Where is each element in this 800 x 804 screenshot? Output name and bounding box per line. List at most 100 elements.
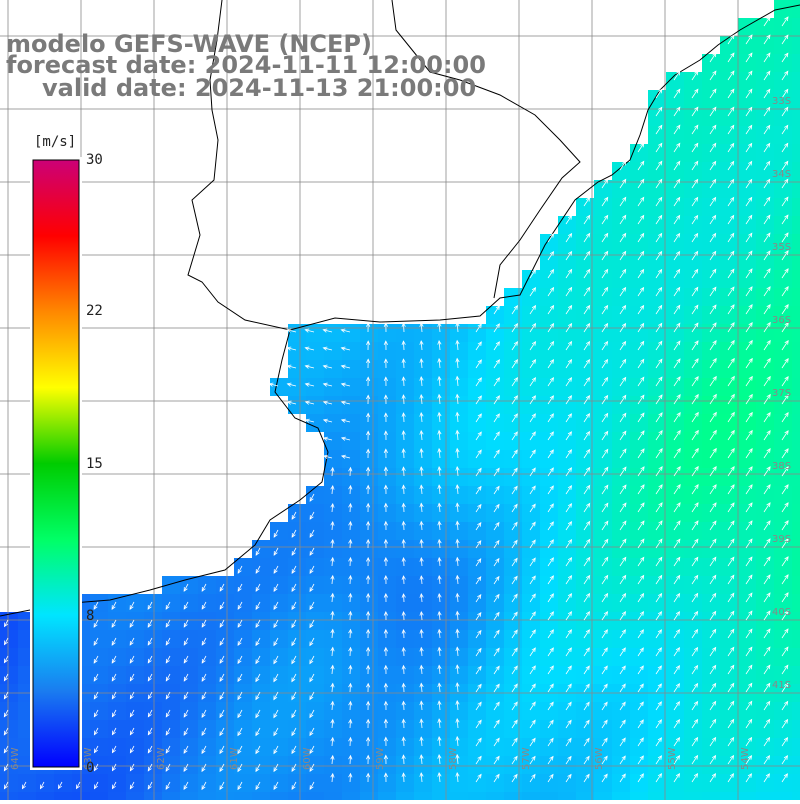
- wind-cell: [702, 90, 720, 108]
- wind-cell: [720, 216, 738, 234]
- wind-cell: [450, 468, 468, 486]
- wind-cell: [720, 270, 738, 288]
- wind-cell: [774, 270, 792, 288]
- wind-cell: [324, 504, 342, 522]
- wind-cell: [486, 702, 504, 720]
- wind-cell: [792, 540, 800, 558]
- wind-cell: [756, 270, 774, 288]
- wind-cell: [738, 324, 756, 342]
- wind-cell: [180, 756, 198, 774]
- wind-cell: [324, 486, 342, 504]
- wind-cell: [486, 396, 504, 414]
- wind-cell: [216, 648, 234, 666]
- wind-cell: [630, 396, 648, 414]
- wind-cell: [720, 396, 738, 414]
- wind-cell: [612, 396, 630, 414]
- wind-cell: [720, 306, 738, 324]
- wind-cell: [324, 360, 342, 378]
- wind-cell: [666, 90, 684, 108]
- wind-cell: [648, 594, 666, 612]
- wind-cell: [612, 180, 630, 198]
- wind-cell: [216, 630, 234, 648]
- wind-cell: [486, 378, 504, 396]
- wind-cell: [630, 306, 648, 324]
- wind-cell: [54, 792, 72, 800]
- wind-cell: [558, 648, 576, 666]
- wind-cell: [378, 360, 396, 378]
- wind-cell: [558, 450, 576, 468]
- wind-cell: [234, 720, 252, 738]
- wind-cell: [180, 774, 198, 792]
- wind-cell: [342, 414, 360, 432]
- wind-cell: [792, 504, 800, 522]
- wind-cell: [702, 702, 720, 720]
- longitude-label: 61W: [229, 747, 240, 770]
- wind-cell: [432, 432, 450, 450]
- wind-cell: [702, 306, 720, 324]
- wind-cell: [702, 486, 720, 504]
- wind-cell: [666, 558, 684, 576]
- wind-cell: [684, 630, 702, 648]
- wind-cell: [756, 342, 774, 360]
- wind-cell: [306, 792, 324, 800]
- wind-cell: [252, 630, 270, 648]
- wind-cell: [432, 360, 450, 378]
- wind-cell: [594, 558, 612, 576]
- wind-cell: [612, 306, 630, 324]
- wind-cell: [306, 540, 324, 558]
- wind-cell: [558, 468, 576, 486]
- wind-cell: [774, 558, 792, 576]
- wind-cell: [522, 486, 540, 504]
- wind-cell: [108, 630, 126, 648]
- wind-cell: [594, 630, 612, 648]
- wind-cell: [720, 180, 738, 198]
- wind-cell: [594, 234, 612, 252]
- wind-cell: [342, 432, 360, 450]
- wind-cell: [468, 594, 486, 612]
- wind-cell: [144, 648, 162, 666]
- wind-cell: [360, 414, 378, 432]
- wind-cell: [630, 414, 648, 432]
- wind-cell: [378, 792, 396, 800]
- colorbar-tick-0: 0: [86, 760, 94, 776]
- wind-cell: [432, 378, 450, 396]
- wind-cell: [720, 72, 738, 90]
- wind-cell: [648, 378, 666, 396]
- wind-cell: [594, 450, 612, 468]
- wind-cell: [288, 792, 306, 800]
- wind-cell: [486, 756, 504, 774]
- wind-cell: [468, 792, 486, 800]
- wind-cell: [486, 432, 504, 450]
- wind-cell: [756, 702, 774, 720]
- wind-cell: [540, 270, 558, 288]
- wind-cell: [666, 630, 684, 648]
- wind-cell: [144, 594, 162, 612]
- wind-cell: [342, 702, 360, 720]
- wind-cell: [252, 540, 270, 558]
- wind-cell: [468, 414, 486, 432]
- wind-cell: [738, 612, 756, 630]
- wind-cell: [324, 756, 342, 774]
- wind-cell: [594, 504, 612, 522]
- wind-cell: [756, 126, 774, 144]
- wind-cell: [612, 756, 630, 774]
- wind-cell: [792, 0, 800, 18]
- wind-cell: [342, 468, 360, 486]
- wind-cell: [288, 522, 306, 540]
- wind-cell: [486, 324, 504, 342]
- wind-cell: [108, 792, 126, 800]
- wind-cell: [612, 270, 630, 288]
- wind-cell: [756, 216, 774, 234]
- wind-cell: [342, 630, 360, 648]
- wind-cell: [630, 234, 648, 252]
- wind-cell: [252, 648, 270, 666]
- wind-cell: [558, 720, 576, 738]
- wind-cell: [360, 468, 378, 486]
- wind-cell: [630, 198, 648, 216]
- wind-cell: [702, 270, 720, 288]
- wind-cell: [702, 450, 720, 468]
- wind-cell: [432, 702, 450, 720]
- wind-cell: [612, 468, 630, 486]
- wind-cell: [576, 558, 594, 576]
- wind-cell: [540, 576, 558, 594]
